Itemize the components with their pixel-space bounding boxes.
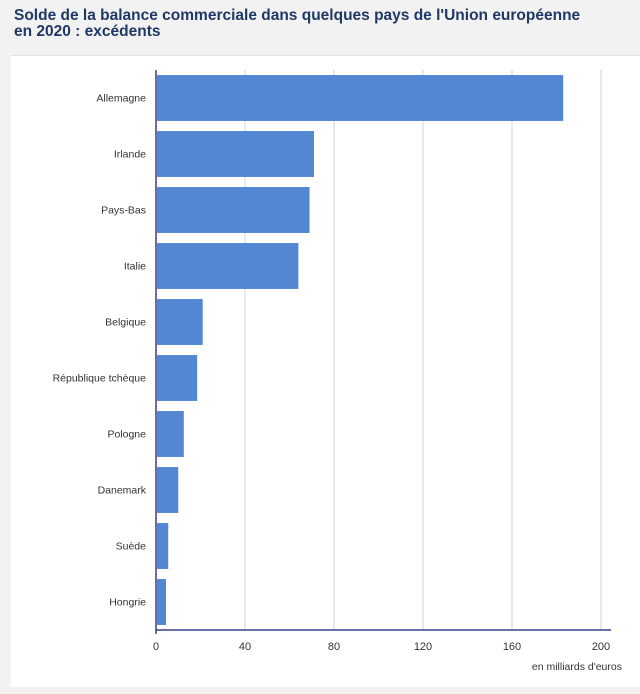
x-tick-label: 120 xyxy=(414,641,432,653)
category-label: Irlande xyxy=(114,149,146,161)
category-label: Allemagne xyxy=(96,93,146,105)
bar-chart: Allemagne Irlande Pays-Bas Italie Belgique Ré… xyxy=(53,70,622,673)
x-tick-label: 40 xyxy=(239,641,251,653)
grid-lines xyxy=(244,70,602,630)
category-label: République tchèque xyxy=(53,373,147,385)
chart-title-line-2: en 2020 : excédents xyxy=(14,23,161,40)
category-labels: Allemagne Irlande Pays-Bas Italie Belgique Ré… xyxy=(53,93,147,609)
x-axis-unit-label: en milliards d'euros xyxy=(532,661,622,673)
bars xyxy=(157,75,564,625)
chart-panel: Allemagne Irlande Pays-Bas Italie Belgique Ré… xyxy=(11,55,640,687)
x-tick-label: 200 xyxy=(592,641,610,653)
tick-labels: 0 40 80 120 160 200 xyxy=(153,641,610,653)
x-tick-label: 80 xyxy=(328,641,340,653)
chart-title-line-1: Solde de la balance commerciale dans que… xyxy=(14,7,581,24)
bar xyxy=(157,131,314,177)
category-label: Belgique xyxy=(105,317,146,329)
category-label: Italie xyxy=(124,261,146,273)
bar xyxy=(157,243,299,289)
category-label: Pays-Bas xyxy=(101,205,146,217)
bar xyxy=(157,75,564,121)
bar xyxy=(157,299,203,345)
category-label: Hongrie xyxy=(109,597,146,609)
category-label: Suède xyxy=(116,541,147,553)
bar xyxy=(157,523,169,569)
bar xyxy=(157,187,310,233)
category-label: Danemark xyxy=(98,485,147,497)
axes xyxy=(155,70,611,634)
bar xyxy=(157,467,179,513)
x-tick-label: 160 xyxy=(503,641,521,653)
category-label: Pologne xyxy=(107,429,146,441)
bar xyxy=(157,411,184,457)
chart-title: Solde de la balance commerciale dans que… xyxy=(14,8,614,40)
x-tick-label: 0 xyxy=(153,641,159,653)
bar xyxy=(157,579,167,625)
bar xyxy=(157,355,198,401)
